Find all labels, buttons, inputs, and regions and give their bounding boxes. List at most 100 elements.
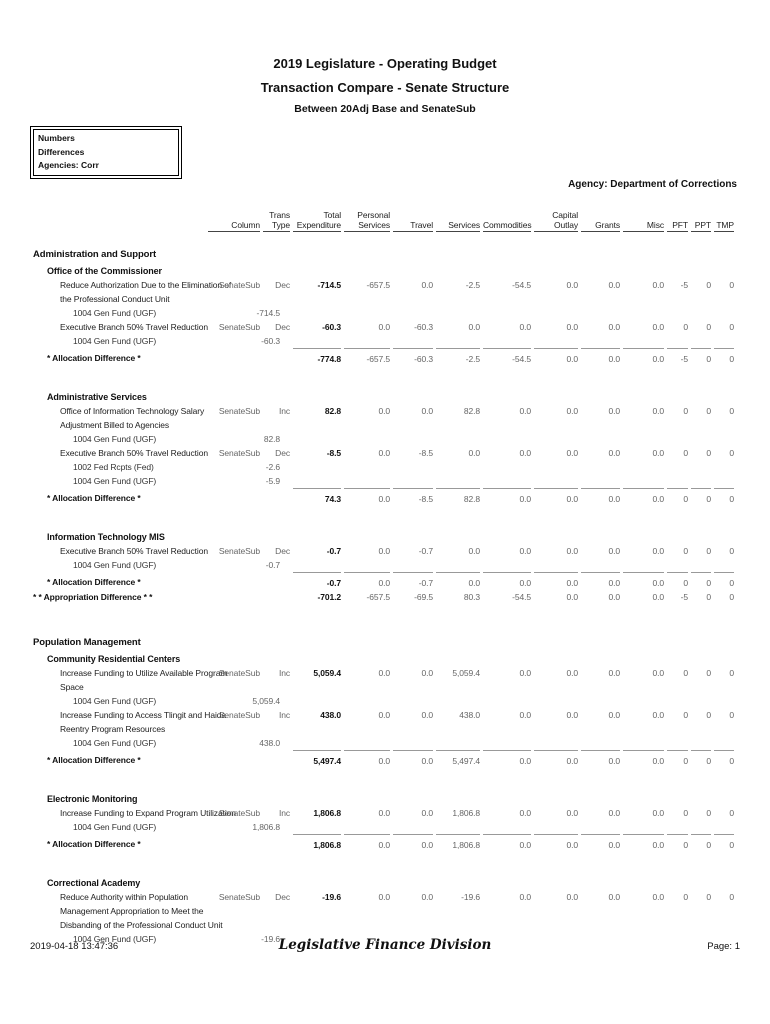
value-cell: 0.0 — [421, 892, 433, 902]
transaction-row: Office of Information Technology Salary S… — [33, 404, 734, 418]
fund-name: 1004 Gen Fund (UGF) — [73, 738, 157, 748]
trans-type-cell: Dec — [275, 448, 290, 458]
value-cell: 0 — [729, 892, 734, 902]
fund-row: 1004 Gen Fund (UGF) 438.0 — [33, 736, 734, 750]
spacer-row — [33, 604, 734, 630]
subsection-heading: Community Residential Centers — [47, 654, 181, 664]
col-header-personal-services: Personal Services — [344, 210, 390, 232]
value-cell: 0.0 — [652, 808, 664, 818]
value-cell: 0.0 — [519, 668, 531, 678]
value-cell: 0.0 — [378, 546, 390, 556]
spacer-cell — [33, 232, 734, 242]
alloc-label: * Allocation Difference * — [47, 493, 141, 503]
value-cell: 0 — [683, 710, 688, 720]
alloc-value-cell: -0.7 — [393, 572, 433, 590]
value-cell: 0.0 — [519, 710, 531, 720]
transaction-description-continued: Reentry Program Resources — [60, 724, 166, 734]
fund-row: 1002 Fed Rcpts (Fed) -2.6 — [33, 460, 734, 474]
col-header-commodities: Commodities — [483, 210, 532, 232]
alloc-value-cell: 0.0 — [483, 834, 531, 852]
value-cell: 82.8 — [324, 406, 341, 416]
alloc-value-cell: -657.5 — [344, 348, 390, 366]
trans-type-cell: Dec — [275, 280, 290, 290]
alloc-value-cell: 0 — [714, 488, 734, 506]
fund-name: 1004 Gen Fund (UGF) — [73, 560, 157, 570]
approp-value-cell: -701.2 — [317, 592, 341, 602]
section-row: Administration and Support — [33, 242, 734, 262]
approp-value-cell: 0 — [706, 592, 711, 602]
fund-row: 1004 Gen Fund (UGF) 82.8 — [33, 432, 734, 446]
value-cell: 0.0 — [566, 710, 578, 720]
alloc-value-cell: 0.0 — [483, 572, 531, 590]
fund-amount: 5,059.4 — [252, 696, 280, 706]
alloc-value-cell: 0.0 — [581, 834, 620, 852]
column-cell: SenateSub — [218, 892, 260, 902]
col-header-grants: Grants — [581, 210, 620, 232]
transaction-row-continued: the Professional Conduct Unit — [33, 292, 734, 306]
report-table: Column Trans Type Total Expenditure Persona… — [30, 210, 737, 946]
fund-amount: -5.9 — [265, 476, 280, 486]
trans-type-cell: Dec — [275, 322, 290, 332]
value-cell: 0 — [683, 668, 688, 678]
value-cell: 0.0 — [468, 448, 480, 458]
value-cell: 0.0 — [566, 448, 578, 458]
alloc-label: * Allocation Difference * — [47, 839, 141, 849]
alloc-value-cell: 0.0 — [393, 750, 433, 768]
transaction-row-continued: Management Appropriation to Meet the — [33, 904, 734, 918]
value-cell: 0.0 — [566, 668, 578, 678]
value-cell: 0.0 — [608, 668, 620, 678]
transaction-row: Executive Branch 50% Travel Reduction Sen… — [33, 544, 734, 558]
value-cell: 0.0 — [652, 668, 664, 678]
transaction-description: Reduce Authority within Population — [60, 892, 188, 902]
spacer-cell — [33, 768, 734, 790]
spacer-row — [33, 768, 734, 790]
value-cell: 0.0 — [608, 322, 620, 332]
approp-value-cell: 0.0 — [652, 592, 664, 602]
alloc-value-cell: 0.0 — [623, 572, 664, 590]
column-cell: SenateSub — [218, 280, 260, 290]
value-cell: 0 — [729, 710, 734, 720]
alloc-value-cell: -0.7 — [293, 572, 341, 590]
fund-row: 1004 Gen Fund (UGF) -0.7 — [33, 558, 734, 572]
report-title: 2019 Legislature - Operating Budget — [273, 56, 497, 71]
transaction-row: Reduce Authority within Population Senate… — [33, 890, 734, 904]
value-cell: -8.5 — [326, 448, 341, 458]
value-cell: 0 — [706, 280, 711, 290]
col-header-tmp: TMP — [714, 210, 734, 232]
alloc-value-cell: 0 — [667, 750, 688, 768]
subsection-row: Information Technology MIS — [33, 528, 734, 544]
fund-name: 1004 Gen Fund (UGF) — [73, 934, 157, 944]
transaction-row-continued: Reentry Program Resources — [33, 722, 734, 736]
fund-amount: -714.5 — [256, 308, 280, 318]
value-cell: 0 — [706, 322, 711, 332]
fund-cell: 1004 Gen Fund (UGF) -60.3 — [33, 334, 290, 348]
transaction-description-continued: Disbanding of the Professional Conduct U… — [60, 920, 223, 930]
value-cell: 0.0 — [608, 808, 620, 818]
transaction-row-continued: Space — [33, 680, 734, 694]
fund-name: 1004 Gen Fund (UGF) — [73, 308, 157, 318]
alloc-value-cell: 1,806.8 — [293, 834, 341, 852]
value-cell: 0.0 — [378, 322, 390, 332]
alloc-value-cell: 0.0 — [534, 348, 578, 366]
report-options-box: Numbers Differences Agencies: Corr — [30, 126, 182, 179]
value-cell: 0.0 — [378, 892, 390, 902]
value-cell: 0.0 — [608, 280, 620, 290]
transaction-description-continued: Space — [60, 682, 84, 692]
value-cell: 0.0 — [421, 280, 433, 290]
value-cell: 0.0 — [566, 406, 578, 416]
value-cell: 0.0 — [421, 710, 433, 720]
alloc-value-cell: 82.8 — [436, 488, 480, 506]
alloc-value-cell: -5 — [667, 348, 688, 366]
section-heading: Administration and Support — [33, 249, 157, 260]
allocation-difference-row: * Allocation Difference * 5,497.4 0.0 0.0 5,… — [33, 750, 734, 768]
subsection-heading: Administrative Services — [47, 392, 147, 402]
approp-value-cell: 80.3 — [463, 592, 480, 602]
spacer-cell — [33, 366, 734, 388]
appropriation-difference-row: * * Appropriation Difference * * -701.2 -6… — [33, 590, 734, 604]
transaction-description-continued: the Professional Conduct Unit — [60, 294, 170, 304]
alloc-value-cell: 74.3 — [293, 488, 341, 506]
column-cell: SenateSub — [218, 808, 260, 818]
value-cell: 0.0 — [566, 280, 578, 290]
col-header-column: Column — [208, 210, 260, 232]
approp-value-cell: -657.5 — [366, 592, 390, 602]
